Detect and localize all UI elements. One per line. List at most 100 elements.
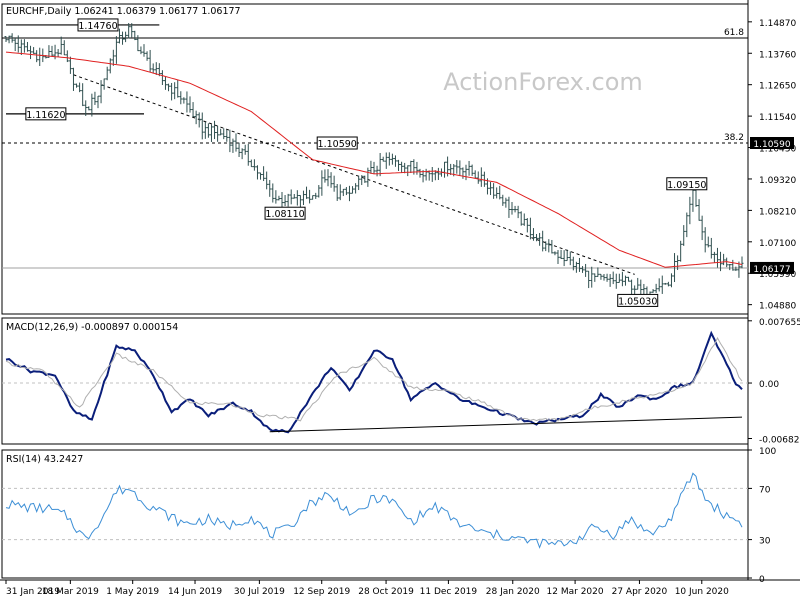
ohlc-bar (22, 39, 26, 53)
ohlc-bar (341, 188, 345, 197)
ohlc-bar (725, 257, 729, 268)
ohlc-bar (403, 162, 407, 174)
ohlc-bar (660, 275, 664, 294)
ohlc-bar (688, 196, 692, 225)
ohlc-bar (292, 193, 296, 199)
ohlc-bar (565, 249, 569, 262)
ohlc-bar (163, 76, 167, 90)
ohlc-bar (709, 237, 713, 259)
ohlc-bar (722, 253, 726, 266)
ohlc-bar (657, 278, 661, 292)
ohlc-bar (636, 277, 640, 290)
ohlc-bar (90, 93, 94, 117)
ohlc-bar (614, 273, 618, 289)
ohlc-bar (685, 212, 689, 238)
ohlc-bar (225, 129, 229, 142)
ohlc-bar (234, 133, 238, 152)
ohlc-bar (372, 161, 376, 174)
rsi-y-tick-label: 30 (759, 537, 771, 547)
ohlc-bar (216, 125, 220, 142)
ohlc-bar (528, 217, 532, 240)
ohlc-bar (433, 170, 437, 181)
price-y-tick-label: 1.13760 (759, 50, 796, 60)
current-price-tag-box (750, 261, 794, 274)
fib-level-label: 61.8 (724, 28, 744, 38)
ohlc-bar (593, 273, 597, 282)
ohlc-bar (666, 281, 670, 287)
ohlc-bar (587, 270, 591, 289)
ohlc-bar (498, 185, 502, 200)
ohlc-bar (522, 213, 526, 226)
ohlc-bar (400, 161, 404, 173)
ohlc-bar (59, 36, 63, 55)
ohlc-bar (544, 241, 548, 252)
ohlc-bar (464, 164, 468, 181)
ohlc-bar (25, 41, 29, 52)
ohlc-bar (277, 195, 281, 201)
ohlc-bar (255, 165, 259, 180)
ohlc-bar (703, 227, 707, 253)
ohlc-bar (271, 183, 275, 203)
ohlc-bar (461, 167, 465, 179)
ohlc-bar (620, 271, 624, 287)
ohlc-bar (311, 195, 315, 200)
ohlc-bar (697, 199, 701, 221)
x-tick-label: 10 Jun 2020 (675, 587, 729, 597)
ohlc-bar (556, 250, 560, 264)
ohlc-bar (378, 153, 382, 177)
ohlc-bar (228, 129, 232, 153)
ohlc-bar (495, 187, 499, 199)
macd-trendline (269, 416, 743, 433)
price-annotation-label: 1.14760 (78, 21, 117, 32)
ohlc-bar (265, 171, 269, 190)
ohlc-bar (114, 36, 118, 64)
ohlc-bar (78, 82, 82, 93)
ohlc-bar (243, 144, 247, 155)
ohlc-bar (608, 274, 612, 287)
price-y-tick-label: 1.04880 (759, 302, 796, 312)
ohlc-bar (219, 128, 223, 136)
ohlc-bar (249, 159, 253, 168)
ohlc-bar (124, 31, 128, 43)
ohlc-bar (538, 232, 542, 246)
ohlc-bar (182, 97, 186, 104)
ohlc-bar (351, 186, 355, 194)
ohlc-bar (547, 239, 551, 253)
ohlc-bar (581, 266, 585, 273)
ohlc-bar (669, 273, 673, 288)
ohlc-bar (513, 205, 517, 213)
ohlc-bar (167, 83, 171, 92)
ohlc-bar (387, 152, 391, 166)
ohlc-bar (262, 166, 266, 182)
macd-panel: 0.007655 0.00 -0.006822 MACD(12,26,9) -0.00… (2, 318, 800, 445)
ohlc-bar (108, 58, 112, 74)
ohlc-bar (160, 70, 164, 86)
ohlc-bar (237, 142, 241, 157)
ohlc-bar (369, 160, 373, 174)
ohlc-bar (170, 82, 174, 101)
ohlc-bar (728, 264, 732, 271)
ohlc-bar (492, 183, 496, 199)
ohlc-bar (676, 255, 680, 271)
price-annotation-box (617, 293, 659, 307)
ohlc-bar (605, 273, 609, 282)
ohlc-bar (584, 263, 588, 277)
ohlc-bar (7, 35, 11, 44)
ohlc-bar (298, 194, 302, 209)
ohlc-bar (117, 28, 121, 44)
ohlc-bar (663, 282, 667, 285)
ohlc-bar (354, 183, 358, 194)
ohlc-bar (139, 46, 143, 55)
ohlc-bar (384, 152, 388, 169)
price-annotation: 1.08110 (264, 206, 306, 220)
ohlc-bar (393, 155, 397, 167)
current-price-tag: 1.06177 (750, 261, 794, 275)
macd-series-line (5, 330, 743, 434)
price-y-tick-label: 1.05990 (759, 270, 796, 280)
ohlc-bar (519, 211, 523, 226)
ohlc-bar (252, 159, 256, 171)
ohlc-bar (81, 83, 85, 107)
